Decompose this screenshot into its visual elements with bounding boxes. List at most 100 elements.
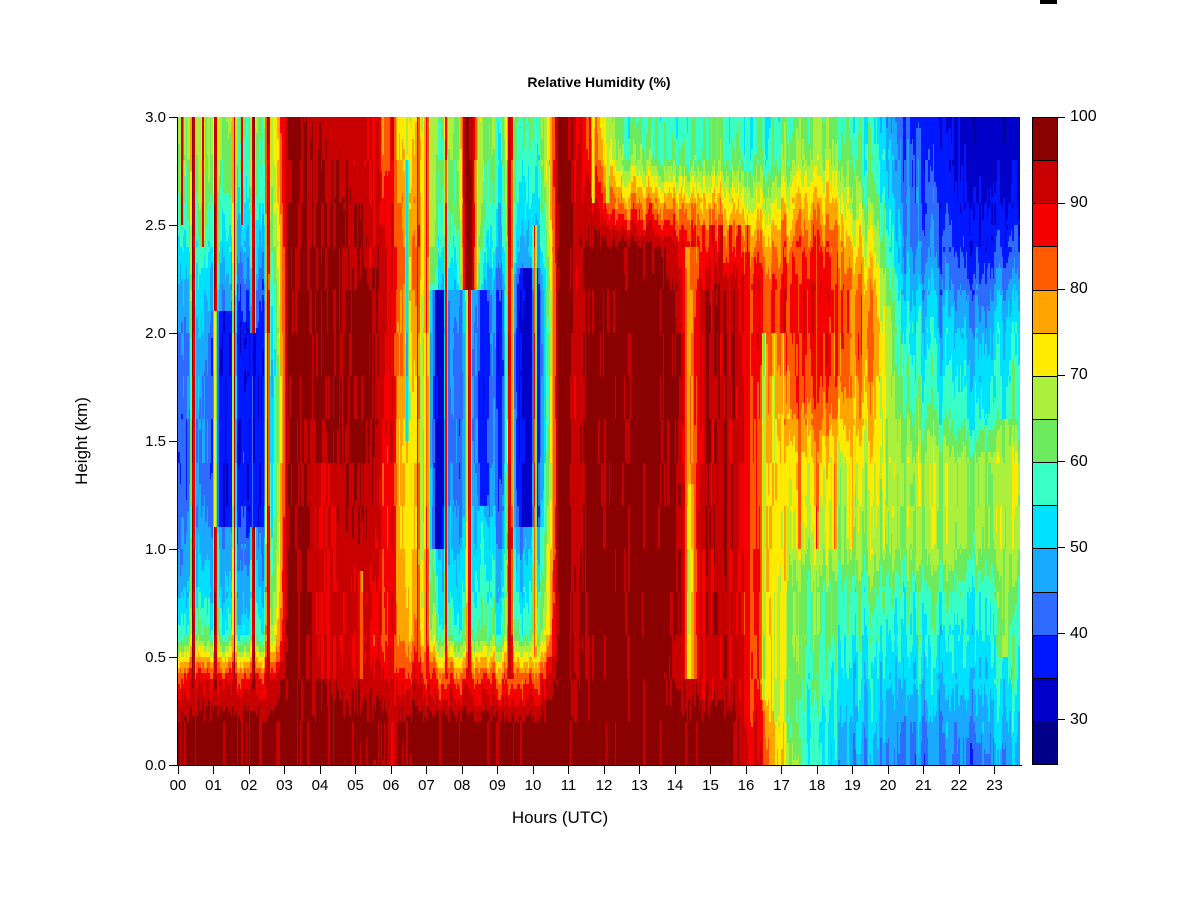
x-tick — [177, 766, 179, 774]
x-tick-label: 18 — [808, 777, 826, 794]
colorbar-tick — [1057, 719, 1065, 721]
x-tick — [390, 766, 392, 774]
y-tick — [169, 116, 177, 118]
x-tick — [745, 766, 747, 774]
x-tick-label: 12 — [595, 777, 613, 794]
x-tick — [355, 766, 356, 774]
colorbar-tick-label: 70 — [1070, 366, 1088, 384]
x-tick-label: 06 — [382, 777, 400, 794]
y-tick — [169, 764, 177, 766]
x-tick — [923, 766, 924, 774]
colorbar-tick-label: 30 — [1070, 710, 1088, 728]
colorbar-tick-label: 40 — [1070, 624, 1088, 642]
y-tick — [169, 548, 177, 550]
colorbar-tick — [1057, 374, 1065, 376]
colorbar-segment — [1033, 548, 1057, 592]
x-tick — [319, 766, 321, 774]
colorbar-tick — [1057, 116, 1065, 118]
x-tick — [213, 766, 214, 774]
x-tick-label: 15 — [702, 777, 719, 794]
colorbar-tick-label: 50 — [1070, 538, 1088, 556]
x-tick-label: 17 — [773, 777, 790, 794]
colorbar-tick — [1057, 202, 1065, 204]
colorbar-segment — [1033, 418, 1057, 463]
x-tick-label: 02 — [240, 777, 258, 794]
colorbar-segment — [1033, 160, 1057, 204]
colorbar-segment — [1033, 203, 1057, 247]
colorbar-segment — [1033, 118, 1057, 161]
colorbar-segment — [1033, 246, 1057, 290]
y-tick — [169, 332, 177, 334]
x-tick — [426, 766, 427, 774]
x-tick — [532, 766, 534, 774]
x-tick — [461, 766, 463, 774]
colorbar-tick-label: 90 — [1070, 194, 1088, 212]
x-tick-label: 00 — [169, 777, 187, 794]
x-tick-label: 05 — [347, 777, 364, 794]
y-tick — [169, 224, 177, 226]
colorbar-segment — [1033, 720, 1057, 765]
x-tick-label: 07 — [418, 777, 435, 794]
colorbar-tick — [1057, 547, 1065, 549]
y-tick-label: 1.0 — [145, 541, 166, 558]
y-tick-label: 2.5 — [145, 217, 166, 234]
x-tick-label: 19 — [844, 777, 861, 794]
y-tick-label: 3.0 — [145, 109, 166, 126]
x-tick — [674, 766, 676, 774]
y-tick-label: 0.5 — [145, 649, 166, 666]
x-tick — [248, 766, 250, 774]
x-tick — [497, 766, 498, 774]
x-tick — [603, 766, 605, 774]
x-tick-label: 16 — [737, 777, 755, 794]
x-tick-label: 14 — [666, 777, 684, 794]
y-tick-label: 2.0 — [145, 325, 166, 342]
y-tick-label: 0.0 — [145, 757, 166, 774]
y-tick-label: 1.5 — [145, 433, 166, 450]
colorbar-tick-label: 80 — [1070, 280, 1088, 298]
x-tick-label: 11 — [560, 777, 577, 794]
colorbar-segment — [1033, 634, 1057, 678]
colorbar-tick-label: 60 — [1070, 452, 1088, 470]
colorbar-segment — [1033, 591, 1057, 635]
x-tick — [781, 766, 782, 774]
colorbar-segment — [1033, 677, 1057, 721]
x-tick — [887, 766, 889, 774]
x-tick — [958, 766, 960, 774]
colorbar-tick-label: 100 — [1070, 108, 1097, 125]
colorbar-tick — [1057, 633, 1065, 635]
x-tick-label: 13 — [631, 777, 648, 794]
x-axis-line — [177, 765, 1022, 766]
y-axis-line — [177, 117, 178, 766]
colorbar-tick — [1057, 461, 1065, 463]
chart-title: Relative Humidity (%) — [527, 74, 671, 90]
y-tick — [169, 656, 177, 658]
x-tick — [994, 766, 995, 774]
x-tick-label: 10 — [524, 777, 542, 794]
x-tick-label: 21 — [915, 777, 932, 794]
x-tick-label: 20 — [879, 777, 897, 794]
y-tick — [169, 440, 177, 442]
colorbar-segment — [1033, 289, 1057, 333]
x-tick-label: 23 — [986, 777, 1003, 794]
colorbar-segment — [1033, 462, 1057, 506]
colorbar — [1032, 117, 1058, 765]
x-tick — [852, 766, 853, 774]
x-tick-label: 03 — [276, 777, 293, 794]
x-tick — [639, 766, 640, 774]
x-tick — [568, 766, 569, 774]
x-tick-label: 09 — [489, 777, 506, 794]
x-tick-label: 01 — [205, 777, 222, 794]
colorbar-tick — [1057, 288, 1065, 290]
x-tick-label: 08 — [453, 777, 471, 794]
x-tick — [816, 766, 818, 774]
screen-artifact-mark — [1040, 0, 1057, 4]
x-tick — [284, 766, 285, 774]
colorbar-segment — [1033, 375, 1057, 419]
colorbar-segment — [1033, 505, 1057, 549]
y-axis-title: Height (km) — [72, 397, 91, 485]
heatmap-canvas — [178, 117, 1020, 765]
x-axis-title: Hours (UTC) — [511, 808, 609, 827]
colorbar-segment — [1033, 332, 1057, 376]
x-tick — [710, 766, 711, 774]
